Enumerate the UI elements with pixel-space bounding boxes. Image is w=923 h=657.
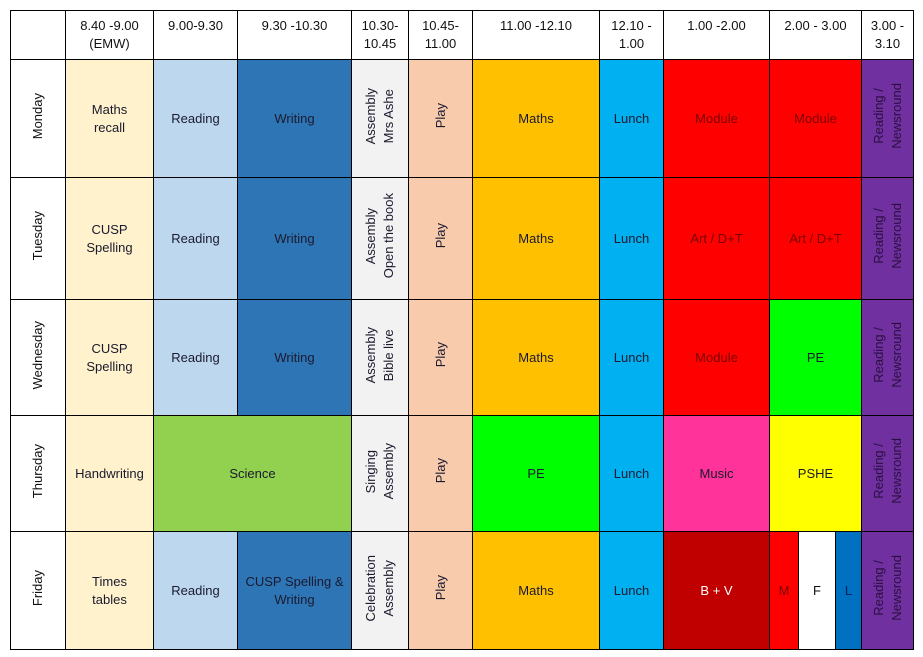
cell-assembly: Singing Assembly xyxy=(351,415,409,532)
cell-reading-newsround: Reading / Newsround xyxy=(861,531,914,650)
row-friday: Friday Times tables Reading CUSP Spelling… xyxy=(10,531,914,650)
cell-writing: Writing xyxy=(237,59,352,178)
cell-reading-newsround: Reading / Newsround xyxy=(861,415,914,532)
header-time-1210: 12.10 -1.00 xyxy=(599,10,664,60)
day-label: Monday xyxy=(10,59,66,178)
cell-l: L xyxy=(836,532,861,649)
cell-lunch: Lunch xyxy=(599,299,664,416)
cell-music: Music xyxy=(663,415,770,532)
cell-play: Play xyxy=(408,415,473,532)
cell-f: F xyxy=(799,532,836,649)
cell-art-dt: Art / D+T xyxy=(769,177,862,300)
timetable: 8.40 -9.00 (EMW) 9.00-9.30 9.30 -10.30 10… xyxy=(10,10,914,650)
cell-m: M xyxy=(770,532,799,649)
cell-lunch: Lunch xyxy=(599,177,664,300)
cell-reading-newsround: Reading / Newsround xyxy=(861,59,914,178)
cell-module: Module xyxy=(663,59,770,178)
row-wednesday: Wednesday CUSP Spelling Reading Writing A… xyxy=(10,299,914,416)
header-time-0900: 9.00-9.30 xyxy=(153,10,238,60)
row-monday: Monday Maths recall Reading Writing Assem… xyxy=(10,59,914,178)
header-time-0930: 9.30 -10.30 xyxy=(237,10,352,60)
day-label: Wednesday xyxy=(10,299,66,416)
cell-lunch: Lunch xyxy=(599,59,664,178)
cell-science: Science xyxy=(153,415,352,532)
cell-assembly: Assembly Mrs Ashe xyxy=(351,59,409,178)
header-time-1045: 10.45- 11.00 xyxy=(408,10,473,60)
header-row: 8.40 -9.00 (EMW) 9.00-9.30 9.30 -10.30 10… xyxy=(10,10,914,60)
cell-module: Module xyxy=(663,299,770,416)
cell-writing: Writing xyxy=(237,177,352,300)
cell-play: Play xyxy=(408,59,473,178)
cell-reading-newsround: Reading / Newsround xyxy=(861,299,914,416)
cell-assembly: Celebration Assembly xyxy=(351,531,409,650)
cell-maths: Maths xyxy=(472,299,600,416)
cell-assembly: Assembly Open the book xyxy=(351,177,409,300)
cell-cusp-writing: CUSP Spelling & Writing xyxy=(237,531,352,650)
header-time-1100: 11.00 -12.10 xyxy=(472,10,600,60)
cell-play: Play xyxy=(408,531,473,650)
cell-module: Module xyxy=(769,59,862,178)
cell-maths: Maths xyxy=(472,531,600,650)
row-tuesday: Tuesday CUSP Spelling Reading Writing Ass… xyxy=(10,177,914,300)
cell-times-tables: Times tables xyxy=(65,531,154,650)
cell-play: Play xyxy=(408,299,473,416)
cell-play: Play xyxy=(408,177,473,300)
header-time-0300: 3.00 -3.10 xyxy=(861,10,914,60)
cell-bv: B + V xyxy=(663,531,770,650)
cell-pe: PE xyxy=(769,299,862,416)
day-label: Friday xyxy=(10,531,66,650)
row-thursday: Thursday Handwriting Science Singing Asse… xyxy=(10,415,914,532)
day-label: Thursday xyxy=(10,415,66,532)
cell-reading: Reading xyxy=(153,177,238,300)
cell-reading: Reading xyxy=(153,59,238,178)
cell-reading: Reading xyxy=(153,299,238,416)
cell-pshe: PSHE xyxy=(769,415,862,532)
cell-mfl-split: M F L xyxy=(769,531,862,650)
cell-pe: PE xyxy=(472,415,600,532)
cell-emw: CUSP Spelling xyxy=(65,177,154,300)
day-label: Tuesday xyxy=(10,177,66,300)
cell-emw: Maths recall xyxy=(65,59,154,178)
cell-reading: Reading xyxy=(153,531,238,650)
cell-assembly: Assembly Bible live xyxy=(351,299,409,416)
cell-art-dt: Art / D+T xyxy=(663,177,770,300)
cell-lunch: Lunch xyxy=(599,415,664,532)
cell-emw: CUSP Spelling xyxy=(65,299,154,416)
cell-handwriting: Handwriting xyxy=(65,415,154,532)
header-time-0100: 1.00 -2.00 xyxy=(663,10,770,60)
cell-maths: Maths xyxy=(472,177,600,300)
cell-maths: Maths xyxy=(472,59,600,178)
cell-lunch: Lunch xyxy=(599,531,664,650)
cell-reading-newsround: Reading / Newsround xyxy=(861,177,914,300)
cell-writing: Writing xyxy=(237,299,352,416)
header-time-1030: 10.30- 10.45 xyxy=(351,10,409,60)
header-corner xyxy=(10,10,66,60)
header-time-0200: 2.00 - 3.00 xyxy=(769,10,862,60)
header-time-0840: 8.40 -9.00 (EMW) xyxy=(65,10,154,60)
